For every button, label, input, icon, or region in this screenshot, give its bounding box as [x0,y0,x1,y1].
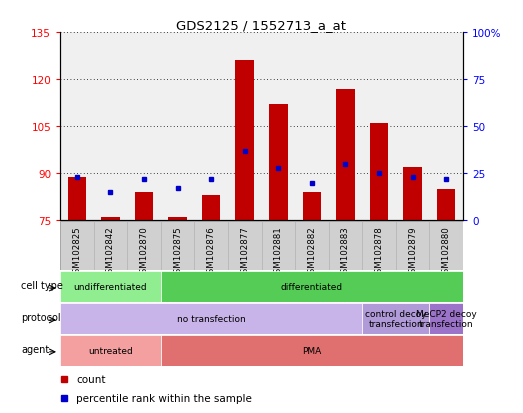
Bar [101,218,120,221]
Text: count: count [76,374,106,385]
Bar [67,177,86,221]
Text: GSM102875: GSM102875 [173,225,182,278]
Text: GSM102883: GSM102883 [341,225,350,278]
Bar [370,124,388,221]
Bar [60,222,463,271]
Bar [429,303,463,334]
Bar [168,218,187,221]
Bar [161,335,463,366]
Title: GDS2125 / 1552713_a_at: GDS2125 / 1552713_a_at [176,19,347,32]
Text: GSM102881: GSM102881 [274,225,283,278]
Text: PMA: PMA [302,346,322,355]
Text: differentiated: differentiated [281,282,343,291]
Text: cell type: cell type [21,280,63,290]
Bar [437,190,456,221]
Text: GSM102825: GSM102825 [72,225,82,278]
Text: untreated: untreated [88,346,133,355]
Text: GSM102878: GSM102878 [374,225,383,278]
Text: undifferentiated: undifferentiated [74,282,147,291]
Text: no transfection: no transfection [177,314,245,323]
Text: GSM102879: GSM102879 [408,225,417,278]
Bar [269,105,288,221]
Text: GSM102876: GSM102876 [207,225,215,278]
Text: agent: agent [21,344,49,354]
Bar [235,61,254,221]
Text: MeCP2 decoy
transfection: MeCP2 decoy transfection [416,309,476,328]
Bar [303,193,321,221]
Bar [362,303,429,334]
Text: GSM102882: GSM102882 [308,225,316,278]
Bar [60,303,362,334]
Text: GSM102877: GSM102877 [240,225,249,278]
Text: percentile rank within the sample: percentile rank within the sample [76,393,252,403]
Bar [60,271,161,302]
Text: GSM102880: GSM102880 [441,225,451,278]
Text: GSM102870: GSM102870 [140,225,149,278]
Bar [202,196,220,221]
Bar [135,193,153,221]
Text: protocol: protocol [21,312,61,322]
Bar [403,168,422,221]
Bar [336,90,355,221]
Text: control decoy
transfection: control decoy transfection [365,309,427,328]
Bar [60,335,161,366]
Text: GSM102842: GSM102842 [106,225,115,278]
Bar [161,271,463,302]
